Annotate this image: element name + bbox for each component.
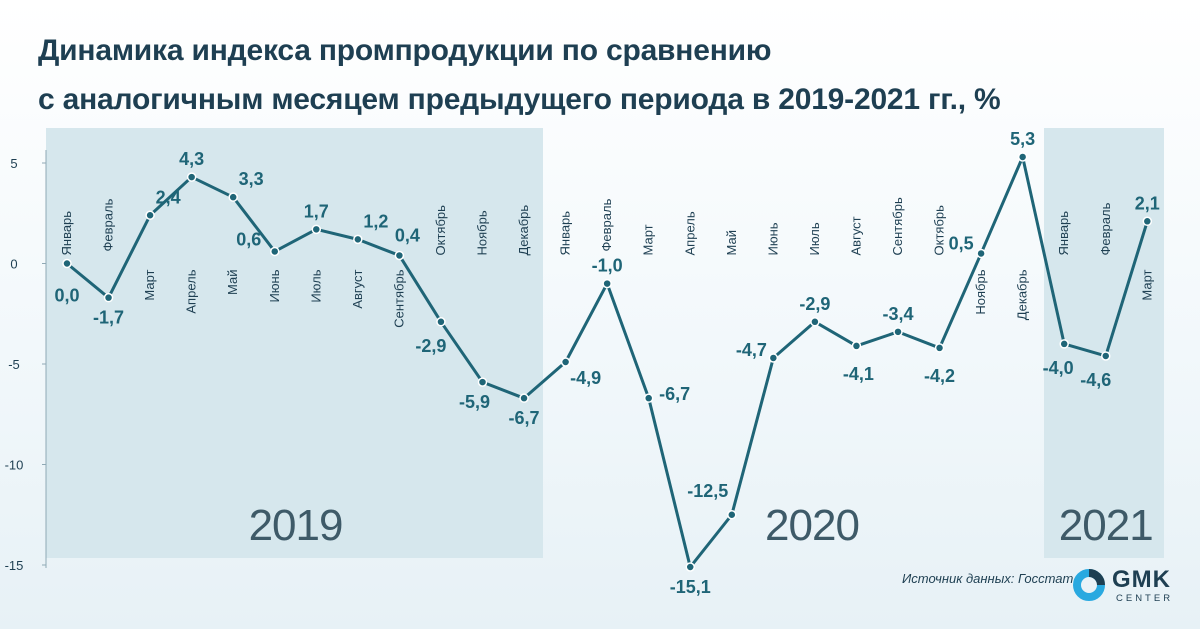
gmk-center-logo: GMK CENTER xyxy=(1072,566,1182,606)
month-label: Январь xyxy=(59,211,74,256)
data-point xyxy=(103,292,114,303)
data-label: -6,7 xyxy=(659,384,690,404)
data-point xyxy=(893,327,903,337)
data-label: 0,6 xyxy=(236,229,261,249)
month-label: Февраль xyxy=(1098,202,1113,255)
y-tick-label: -15 xyxy=(5,558,24,573)
month-label: Ноябрь xyxy=(475,210,490,255)
data-label: 1,7 xyxy=(304,201,329,221)
year-band-2019 xyxy=(46,128,543,558)
data-label: 1,2 xyxy=(363,211,388,231)
data-point xyxy=(394,250,405,261)
month-label: Декабрь xyxy=(1015,269,1030,320)
month-label: Ноябрь xyxy=(973,269,988,314)
data-point xyxy=(1017,152,1028,162)
data-point xyxy=(186,172,197,182)
month-label: Апрель xyxy=(184,269,199,313)
y-tick-label: 5 xyxy=(10,156,17,171)
data-label: -12,5 xyxy=(687,481,728,501)
month-label: Август xyxy=(848,216,863,255)
data-label: 5,3 xyxy=(1010,129,1035,149)
data-label: -1,7 xyxy=(93,308,124,328)
data-point xyxy=(560,357,571,367)
month-label: Август xyxy=(350,269,365,308)
data-label: -4,6 xyxy=(1080,370,1111,390)
data-point xyxy=(602,278,612,289)
data-label: 0,4 xyxy=(395,225,420,245)
source-note: Источник данных: Госстат xyxy=(902,571,1074,586)
month-label: Июль xyxy=(308,269,323,302)
year-label-2019: 2019 xyxy=(249,501,343,550)
data-point xyxy=(1142,216,1153,227)
month-label: Март xyxy=(1139,269,1154,300)
y-tick-label: -10 xyxy=(5,458,24,473)
year-label-2021: 2021 xyxy=(1059,501,1153,550)
data-label: 0,0 xyxy=(54,286,79,306)
chart-title: Динамика индекса промпродукции по сравне… xyxy=(38,26,1001,124)
data-point xyxy=(270,246,280,257)
month-label: Февраль xyxy=(101,198,116,251)
month-label: Март xyxy=(641,224,656,255)
logo-ring-icon xyxy=(1073,569,1105,601)
data-label: -2,9 xyxy=(415,336,446,356)
month-label: Апрель xyxy=(682,211,697,255)
month-label: Март xyxy=(142,269,157,300)
data-label: -15,1 xyxy=(670,577,711,597)
data-point xyxy=(62,258,72,269)
data-label: -5,9 xyxy=(459,392,490,412)
month-label: Январь xyxy=(558,211,573,256)
month-label: Сентябрь xyxy=(391,269,406,327)
data-label: -4,2 xyxy=(924,366,955,386)
data-label: -4,1 xyxy=(843,364,874,384)
month-label: Июль xyxy=(807,222,822,255)
year-label-2020: 2020 xyxy=(765,501,859,550)
logo-subtitle: CENTER xyxy=(1116,593,1174,604)
data-point xyxy=(976,248,986,259)
month-label: Сентябрь xyxy=(890,197,905,255)
data-label: -4,0 xyxy=(1043,358,1074,378)
month-label: Июнь xyxy=(267,269,282,302)
y-tick-label: -5 xyxy=(8,357,20,372)
month-label: Май xyxy=(225,270,240,295)
data-label: -1,0 xyxy=(592,256,623,276)
data-point xyxy=(810,317,820,327)
data-label: -6,7 xyxy=(509,408,540,428)
data-label: 0,5 xyxy=(949,233,974,253)
data-point xyxy=(519,393,529,403)
data-label: -3,4 xyxy=(882,304,913,324)
month-label: Июнь xyxy=(765,222,780,255)
logo-name: GMK xyxy=(1112,566,1171,593)
data-label: -4,9 xyxy=(570,368,601,388)
data-point xyxy=(934,343,945,353)
data-point xyxy=(685,562,695,572)
data-point xyxy=(768,353,779,363)
data-label: 2,1 xyxy=(1135,193,1160,213)
month-label: Декабрь xyxy=(516,205,531,256)
data-point xyxy=(1059,339,1069,349)
data-label: -2,9 xyxy=(799,294,830,314)
data-point xyxy=(436,317,446,327)
data-point xyxy=(353,234,363,245)
data-label: 4,3 xyxy=(179,149,204,169)
chart-title-line-2: с аналогичным месяцем предыдущего период… xyxy=(38,83,1001,116)
month-label: Февраль xyxy=(599,198,614,251)
data-point xyxy=(145,210,155,221)
chart-title-line-1: Динамика индекса промпродукции по сравне… xyxy=(38,34,772,67)
month-label: Январь xyxy=(1056,211,1071,256)
data-point xyxy=(228,192,238,202)
data-point xyxy=(311,224,322,235)
data-label: 2,4 xyxy=(156,187,181,207)
month-label: Май xyxy=(724,230,739,255)
data-point xyxy=(1101,351,1111,361)
month-label: Октябрь xyxy=(932,205,947,256)
data-point xyxy=(643,393,654,403)
data-label: -4,7 xyxy=(736,340,767,360)
y-tick-label: 0 xyxy=(10,257,17,272)
data-point xyxy=(851,341,862,351)
data-point xyxy=(477,377,488,387)
data-label: 3,3 xyxy=(239,169,264,189)
month-label: Октябрь xyxy=(433,205,448,256)
data-point xyxy=(727,510,737,520)
